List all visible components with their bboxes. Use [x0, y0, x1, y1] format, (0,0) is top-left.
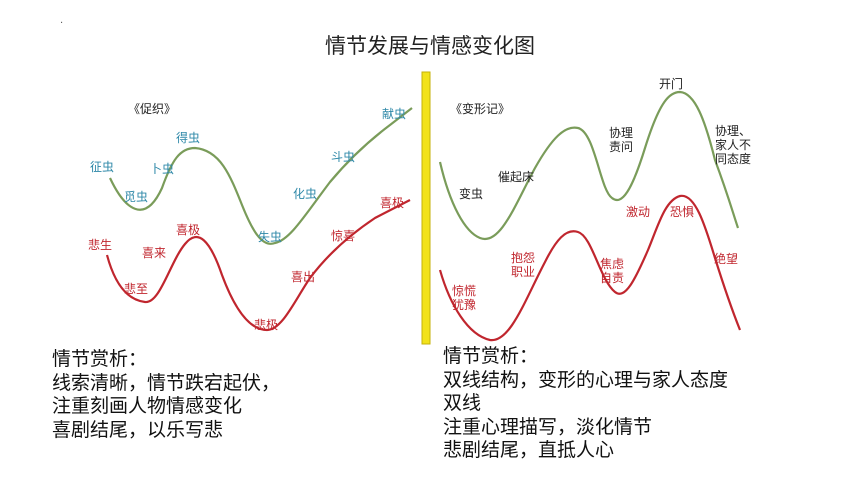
plot-label: 得虫 [176, 131, 201, 145]
psychology-label: 激动 [626, 205, 651, 219]
plot-label: 征虫 [90, 160, 115, 174]
analysis-line: 悲剧结尾，直抵人心 [443, 439, 615, 461]
right-analysis: 情节赏析： 双线结构，变形的心理与家人态度 双线 注重心理描写，淡化情节 悲剧结… [443, 345, 728, 463]
emotion-label: 悲至 [124, 282, 149, 296]
psychology-label: 恐惧 [670, 205, 695, 219]
plot-label: 失虫 [258, 230, 283, 244]
corner-mark: · [60, 18, 64, 29]
right-book-title: 《变形记》 [450, 102, 511, 116]
attitude-label: 开门 [659, 77, 684, 91]
emotion-label: 喜极 [176, 223, 201, 237]
plot-label: 觅虫 [124, 190, 149, 204]
analysis-heading: 情节赏析： [52, 348, 148, 370]
analysis-line: 注重刻画人物情感变化 [52, 395, 243, 417]
plot-label: 斗虫 [331, 150, 356, 164]
psychology-label: 抱怨 职业 [511, 251, 536, 279]
attitude-label: 催起床 [498, 170, 535, 184]
analysis-line: 双线 [443, 392, 482, 414]
emotion-label: 喜出 [291, 270, 316, 284]
attitude-label: 协理、 家人不 同态度 [715, 124, 752, 166]
psychology-label: 惊慌 犹豫 [452, 284, 477, 312]
right-emotion-curve [438, 194, 742, 342]
analysis-line: 喜剧结尾，以乐写悲 [52, 418, 224, 441]
emotion-label: 悲极 [254, 318, 279, 332]
left-plot-curve [109, 107, 413, 245]
right-plot-curve [438, 90, 740, 241]
left-analysis: 情节赏析： 线索清晰，情节跌宕起伏， 注重刻画人物情感变化 喜剧结尾，以乐写悲 [52, 348, 280, 442]
left-emotion-curve [105, 199, 411, 332]
emotion-label: 悲生 [88, 238, 113, 252]
plot-label: 献虫 [382, 107, 407, 121]
attitude-label: 变虫 [459, 187, 484, 201]
emotion-label: 惊喜 [331, 229, 356, 243]
emotion-label: 喜来 [142, 246, 167, 260]
analysis-line: 双线结构，变形的心理与家人态度 [443, 368, 729, 391]
psychology-label: 绝望 [714, 252, 739, 266]
analysis-line: 线索清晰，情节跌宕起伏， [52, 371, 281, 394]
plot-label: 化虫 [293, 187, 318, 201]
analysis-line: 注重心理描写，淡化情节 [443, 415, 653, 438]
left-book-title: 《促织》 [128, 102, 177, 116]
plot-label: 卜虫 [150, 162, 175, 176]
divider-bar [421, 71, 431, 345]
analysis-heading: 情节赏析： [443, 345, 539, 367]
psychology-label: 焦虑 自责 [600, 257, 625, 285]
diagram-title: 情节发展与情感变化图 [325, 34, 535, 58]
attitude-label: 协理 责问 [609, 126, 634, 154]
emotion-label: 喜极 [380, 196, 405, 210]
